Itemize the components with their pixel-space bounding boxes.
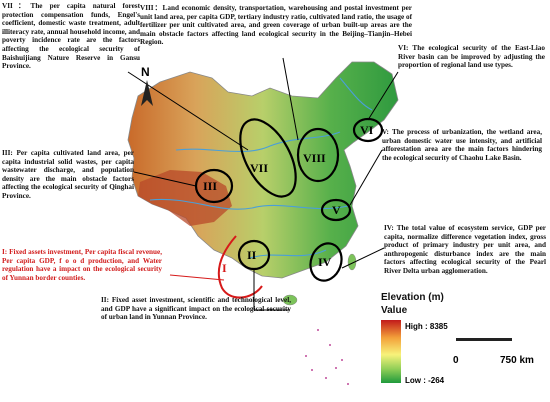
region-label-viii: VIII xyxy=(303,151,326,165)
study-area-markers xyxy=(194,117,384,282)
legend-subtitle: Value xyxy=(381,305,408,316)
annotation-iv: IV: The total value of ecosystem service… xyxy=(384,224,546,275)
annotation-viii: VIII：Land economic density, transportati… xyxy=(140,4,412,47)
annotation-ii: II: Fixed asset investment, scientific a… xyxy=(101,296,291,322)
yunnan-leader-line xyxy=(169,274,225,281)
annotation-vii: VII：The per capita natural forest protec… xyxy=(2,2,140,71)
region-label-iv: IV xyxy=(318,255,332,269)
region-label-v: V xyxy=(332,203,341,217)
yunnan-border-outline xyxy=(217,235,263,299)
rivers xyxy=(149,77,373,259)
region-label-iii: III xyxy=(203,179,217,193)
elevation-color-ramp xyxy=(381,320,401,383)
legend-low-label: Low : -264 xyxy=(405,376,445,385)
legend-title: Elevation (m) xyxy=(381,292,444,303)
scale-end-label: 750 km xyxy=(500,355,534,366)
north-arrow: N xyxy=(141,65,153,106)
annotation-vi: VI: The ecological security of the East-… xyxy=(398,44,545,70)
region-label-vii: VII xyxy=(250,161,268,175)
annotation-iii: III: Per capita cultivated land area, pe… xyxy=(2,149,134,200)
taiwan-island xyxy=(347,253,357,271)
north-label: N xyxy=(141,65,150,79)
legend-high-label: High : 8385 xyxy=(405,322,448,331)
plateau-region xyxy=(138,170,232,226)
region-label-vi: VI xyxy=(360,123,374,137)
annotation-v: V: The process of urbanization, the wetl… xyxy=(382,128,542,162)
scale-bar xyxy=(456,338,512,341)
scale-start-label: 0 xyxy=(453,355,459,366)
south-sea-islands xyxy=(305,329,349,385)
annotation-i: I: Fixed assets investment, Per capita f… xyxy=(2,248,162,282)
region-label-ii: II xyxy=(247,248,257,262)
hainan-island xyxy=(282,294,298,306)
region-label-i: I xyxy=(222,261,227,275)
